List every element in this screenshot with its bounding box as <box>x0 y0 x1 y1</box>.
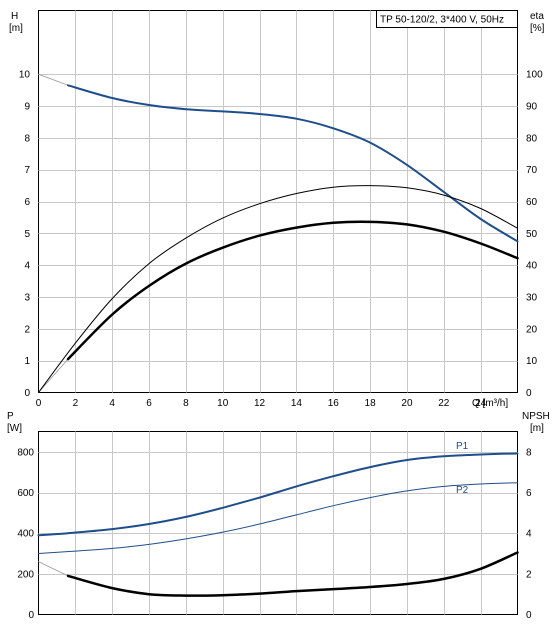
npsh-tick-label: 4 <box>526 529 532 540</box>
lower-curves <box>37 452 519 597</box>
eta-tick-label: 60 <box>526 197 538 208</box>
h-tick-label: 3 <box>24 293 30 304</box>
eta-tick-label: 10 <box>526 356 538 367</box>
p-tick-label: 800 <box>17 447 34 458</box>
npsh-axis-name: NPSH <box>522 411 550 422</box>
x-tick-label: 4 <box>109 398 115 409</box>
h-tick-label: 8 <box>24 133 30 144</box>
h-tick-label: 6 <box>24 197 30 208</box>
h-tick-label: 10 <box>19 70 31 81</box>
x-tick-label: 10 <box>217 398 229 409</box>
series-line-h <box>67 84 519 243</box>
eta-tick-label: 0 <box>526 388 532 399</box>
h-tick-label: 0 <box>24 388 30 399</box>
x-tick-label: 6 <box>146 398 152 409</box>
x-tick-label: 12 <box>254 398 266 409</box>
x-axis-label: Q [m³/h] <box>472 398 508 409</box>
p-axis-unit: [W] <box>7 423 22 434</box>
series-line-eta-ext <box>38 358 69 393</box>
eta-tick-label: 40 <box>526 261 538 272</box>
x-tick-label: 22 <box>438 398 450 409</box>
npsh-tick-label: 6 <box>526 488 532 499</box>
h-axis-unit: [m] <box>9 23 23 34</box>
p1-curve-label: P1 <box>456 441 469 452</box>
x-tick-label: 2 <box>73 398 79 409</box>
npsh-tick-label: 2 <box>526 569 532 580</box>
series-line-h-ext <box>38 73 69 86</box>
p-tick-label: 0 <box>28 610 34 621</box>
h-tick-label: 2 <box>24 324 30 335</box>
x-tick-label: 20 <box>401 398 413 409</box>
x-tick-label: 0 <box>36 398 42 409</box>
p-tick-label: 600 <box>17 488 34 499</box>
p-axis-name: P <box>7 411 14 422</box>
npsh-tick-label: 0 <box>526 610 532 621</box>
x-tick-label: 14 <box>291 398 303 409</box>
chart-title: TP 50-120/2, 3*400 V, 50Hz <box>380 15 504 26</box>
npsh-axis-unit: [m] <box>530 423 544 434</box>
p-tick-label: 200 <box>17 569 34 580</box>
tick-labels: 0 2 4 6 8 10 12 14 16 18 20 22 240123456789100102030… <box>17 70 543 621</box>
p-tick-label: 400 <box>17 529 34 540</box>
upper-curves <box>38 73 519 393</box>
eta-tick-label: 50 <box>526 229 538 240</box>
eta-tick-label: 90 <box>526 102 538 113</box>
h-tick-label: 7 <box>24 165 30 176</box>
eta-axis-name: eta <box>530 11 544 22</box>
series-line-p2 <box>38 482 518 554</box>
lower-plot-frame <box>38 431 518 615</box>
h-axis-name: H <box>11 11 18 22</box>
eta-tick-label: 100 <box>526 70 543 81</box>
eta-tick-label: 30 <box>526 293 538 304</box>
series-line-eta-hyd <box>38 185 518 393</box>
upper-grid <box>38 10 518 393</box>
npsh-tick-label: 8 <box>526 447 532 458</box>
eta-axis-unit: [%] <box>530 23 545 34</box>
lower-grid <box>38 431 518 615</box>
series-line-npsh-ext <box>38 561 69 577</box>
h-tick-label: 1 <box>24 356 30 367</box>
eta-tick-label: 70 <box>526 165 538 176</box>
series-line-p1 <box>37 452 519 537</box>
eta-tick-label: 80 <box>526 133 538 144</box>
x-tick-label: 24 <box>475 398 487 409</box>
x-tick-label: 8 <box>183 398 189 409</box>
h-tick-label: 4 <box>24 261 30 272</box>
h-tick-label: 5 <box>24 229 30 240</box>
series-line-eta <box>66 220 519 361</box>
series-line-npsh <box>66 551 519 597</box>
h-tick-label: 9 <box>24 102 30 113</box>
x-tick-label: 16 <box>328 398 340 409</box>
upper-plot-frame <box>38 10 518 393</box>
eta-tick-label: 20 <box>526 324 538 335</box>
title-box <box>376 10 518 28</box>
p2-curve-label: P2 <box>456 485 469 496</box>
x-tick-label: 18 <box>365 398 377 409</box>
